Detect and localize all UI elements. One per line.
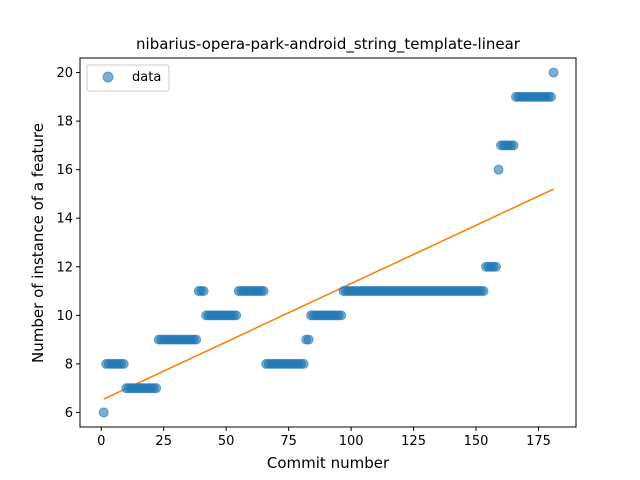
- data-point: [258, 286, 269, 297]
- legend-box: [86, 64, 170, 92]
- data-point: [508, 140, 519, 151]
- y-tick-label: 20: [56, 66, 73, 81]
- x-tick-label: 175: [526, 434, 551, 449]
- fit-line: [103, 188, 554, 400]
- x-tick-label: 50: [218, 434, 235, 449]
- x-tick-label: 75: [280, 434, 297, 449]
- fit-layer: [103, 188, 554, 400]
- data-point: [198, 286, 209, 297]
- points-layer: [98, 67, 559, 418]
- y-tick-label: 18: [56, 115, 73, 130]
- data-point: [303, 334, 314, 345]
- y-tick-label: 12: [56, 260, 73, 275]
- x-tick-label: 150: [464, 434, 489, 449]
- data-point: [151, 383, 162, 394]
- x-tick-label: 0: [97, 434, 105, 449]
- y-tick-label: 6: [65, 406, 73, 421]
- data-point: [493, 164, 504, 175]
- data-point: [98, 407, 109, 418]
- y-axis-label: Number of instance of a feature: [29, 123, 47, 363]
- y-axis: 6 8 10 12 14 16 18 20: [56, 66, 80, 421]
- data-point: [336, 310, 347, 321]
- y-tick-label: 16: [56, 163, 73, 178]
- x-tick-label: 25: [155, 434, 172, 449]
- x-axis: 0 25 50 75 100 125 150 175: [97, 427, 551, 449]
- legend-label-data: data: [132, 70, 161, 85]
- chart-title: nibarius-opera-park-android_string_templ…: [136, 35, 521, 54]
- x-tick-label: 100: [339, 434, 364, 449]
- data-point: [491, 261, 502, 272]
- y-tick-label: 8: [65, 357, 73, 372]
- data-point: [478, 286, 489, 297]
- plot-area: [79, 57, 577, 428]
- plot-frame: [79, 57, 577, 428]
- x-axis-label: Commit number: [267, 454, 390, 472]
- data-point: [298, 358, 309, 369]
- x-tick-label: 125: [401, 434, 426, 449]
- legend: data: [86, 64, 170, 92]
- y-tick-label: 10: [56, 309, 73, 324]
- data-point: [118, 358, 129, 369]
- data-point: [546, 91, 557, 102]
- legend-marker-data: [102, 71, 114, 83]
- data-point: [191, 334, 202, 345]
- data-point: [548, 67, 559, 78]
- y-tick-label: 14: [56, 212, 73, 227]
- data-point: [231, 310, 242, 321]
